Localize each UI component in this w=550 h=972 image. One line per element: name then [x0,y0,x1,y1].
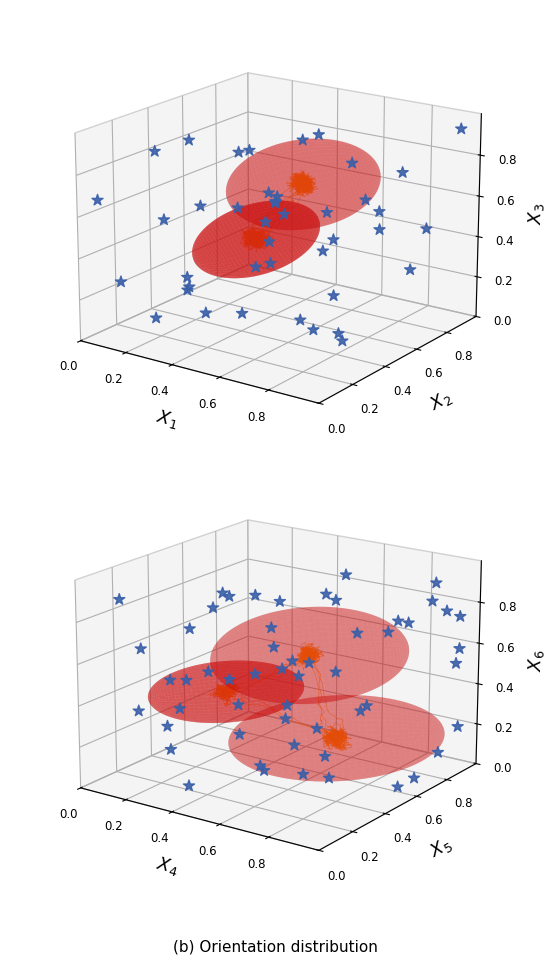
Text: (a) Position distribution: (a) Position distribution [186,493,364,507]
Y-axis label: $X_2$: $X_2$ [426,387,455,415]
X-axis label: $X_1$: $X_1$ [154,407,180,432]
Text: (b) Orientation distribution: (b) Orientation distribution [173,940,377,955]
X-axis label: $X_4$: $X_4$ [153,854,180,879]
Y-axis label: $X_5$: $X_5$ [426,834,455,862]
